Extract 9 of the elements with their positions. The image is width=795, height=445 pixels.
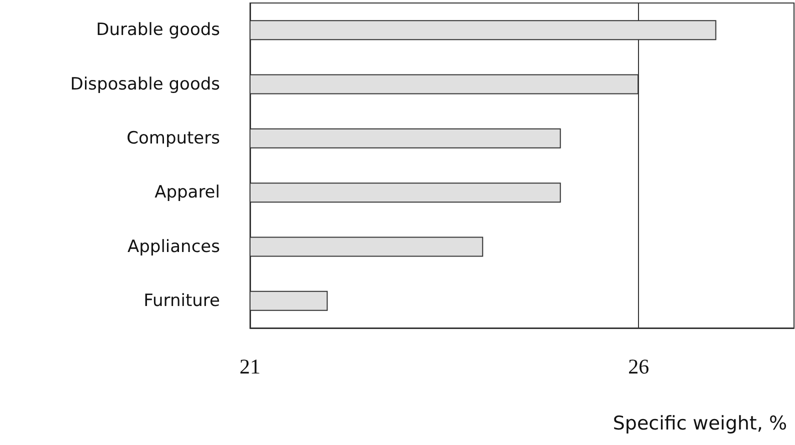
x-tick-label: 21 bbox=[240, 354, 260, 378]
y-tick-label: Apparel bbox=[154, 182, 220, 203]
x-tick-label: 26 bbox=[628, 354, 650, 378]
y-tick-label: Appliances bbox=[127, 236, 220, 257]
y-tick-label: Furniture bbox=[144, 290, 220, 311]
y-tick-label: Computers bbox=[126, 128, 220, 148]
y-tick-label: Durable goods bbox=[96, 20, 220, 40]
x-axis-title: Specific weight, % bbox=[612, 412, 788, 434]
y-tick-label: Disposable goods bbox=[70, 74, 220, 94]
